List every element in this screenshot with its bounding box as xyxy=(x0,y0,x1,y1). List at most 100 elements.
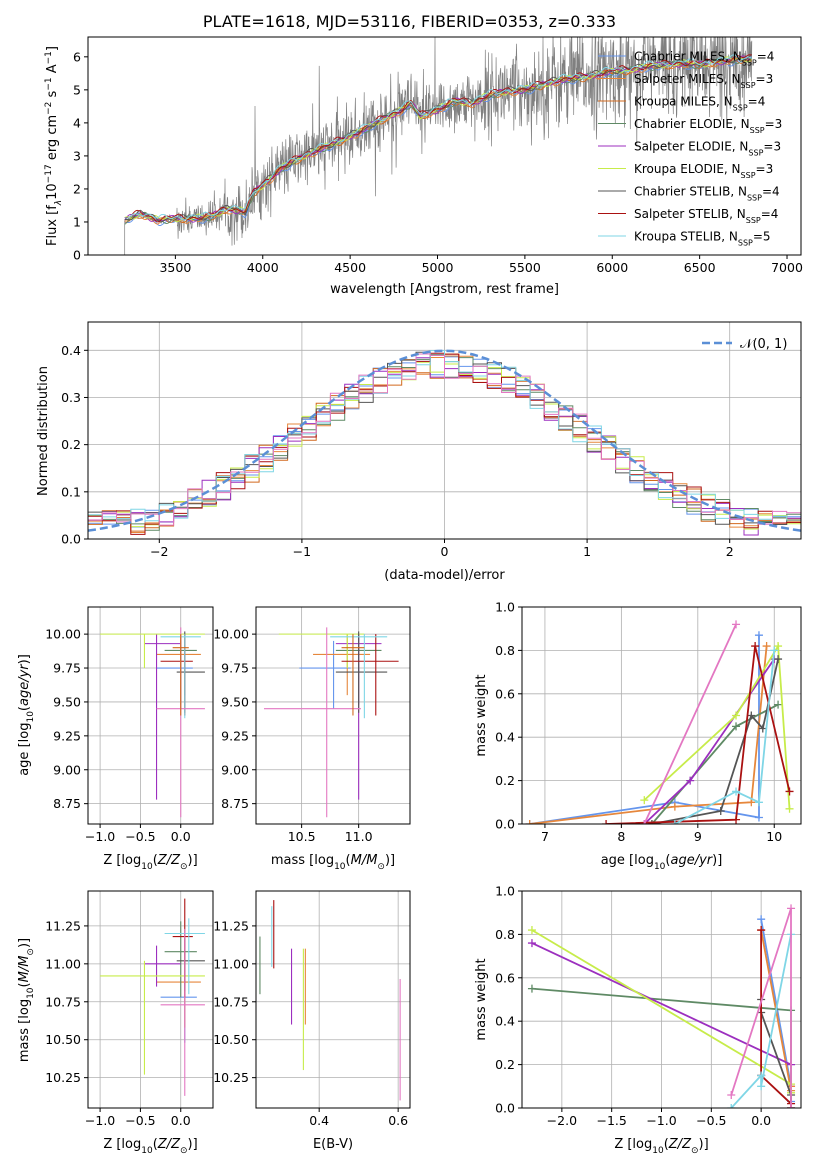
weight-marker-kroupa_elodie xyxy=(732,711,741,720)
label-part: mass [log xyxy=(17,999,32,1062)
weight-marker-chabrier_elodie xyxy=(527,984,536,993)
legend-text: Chabrier STELIB, N xyxy=(634,185,747,199)
label-part: Flux [f xyxy=(45,205,60,246)
label-part: 10 xyxy=(45,183,60,200)
ylabel-mass-vs-Z: mass [log10(M/M⊙)] xyxy=(17,938,36,1062)
axes-age-vs-Z: −1.0 −0.5 0.0 8.75 9.00 9.25 9.50 9.75 10.00 xyxy=(45,606,214,844)
label-part: ( xyxy=(346,853,351,868)
tick-label-y: 2 xyxy=(73,181,81,196)
label-part: ( xyxy=(17,706,32,711)
label-part: age [log xyxy=(17,723,32,776)
legend-label-kroupa_elodie: Kroupa ELODIE, NSSP=3 xyxy=(634,162,773,180)
weight-marker-extra_pink xyxy=(640,820,649,824)
axes-mass-vs-Z: −1.0 −0.5 0.0 10.25 10.50 10.75 11.00 11.25 xyxy=(45,890,214,1128)
label-part: M/M xyxy=(351,853,378,868)
weight-marker-salpeter_miles xyxy=(525,820,534,824)
plot-area xyxy=(527,904,796,1108)
label-part: ⊙ xyxy=(377,862,385,872)
tick-label-x: 4000 xyxy=(247,260,279,275)
xlabel-residuals: (data-model)/error xyxy=(384,568,505,583)
tick-label-x: 9 xyxy=(694,829,702,844)
tick-label-y: 0.0 xyxy=(61,532,81,547)
legend-label-salpeter_stelib: Salpeter STELIB, NSSP=4 xyxy=(634,207,778,225)
plot-area xyxy=(259,900,401,1101)
weight-marker-salpeter_elodie xyxy=(527,939,536,948)
tick-label-y: 10.50 xyxy=(45,1032,81,1047)
tick-label-y: 9.00 xyxy=(221,762,249,777)
legend-text: Kroupa MILES, N xyxy=(634,95,733,109)
label-part: mass [log xyxy=(271,853,334,868)
tick-label-x: 10 xyxy=(766,829,782,844)
tick-label-y: 11.25 xyxy=(45,918,81,933)
ylabel-weight-vs-Z: mass weight xyxy=(474,958,489,1040)
weight-marker-salpeter_miles xyxy=(762,642,771,651)
tick-label-y: 0.2 xyxy=(61,437,81,452)
ylabel-age-vs-Z: age [log10(age/yr)] xyxy=(17,654,36,776)
tick-label-y: 10.25 xyxy=(213,1070,249,1085)
weight-marker-salpeter_stelib xyxy=(751,642,760,651)
legend-sub: SSP xyxy=(746,216,761,225)
tick-label-y: 9.50 xyxy=(53,694,81,709)
tick-label-y: 0.6 xyxy=(495,970,515,985)
label-part: ⊙ xyxy=(180,1146,188,1156)
weight-marker-chabrier_stelib xyxy=(747,711,756,720)
label-part: ] xyxy=(45,46,60,51)
plot-area xyxy=(100,898,205,1096)
weight-marker-extra_pink xyxy=(727,1090,736,1099)
label-part: Z/Z xyxy=(668,1137,692,1152)
tick-label-y: 0.8 xyxy=(495,927,515,942)
weight-marker-kroupa_stelib xyxy=(770,646,779,655)
weight-marker-chabrier_stelib xyxy=(758,724,767,733)
legend-label-kroupa_stelib: Kroupa STELIB, NSSP=5 xyxy=(634,230,771,248)
tick-label-x: −0.5 xyxy=(125,1113,155,1128)
weight-marker-kroupa_elodie xyxy=(774,642,783,651)
legend-count: =5 xyxy=(753,230,771,244)
label-part: ⊙ xyxy=(180,862,188,872)
legend-text: Salpeter ELODIE, N xyxy=(634,140,748,154)
tick-label-x: 0.0 xyxy=(751,1113,771,1128)
tick-label-x: 11.0 xyxy=(345,829,373,844)
tick-label-x: −2.0 xyxy=(547,1113,577,1128)
weight-marker-kroupa_elodie xyxy=(640,796,649,805)
weight-line-kroupa_stelib xyxy=(730,934,792,1108)
legend-sub: SSP xyxy=(741,81,756,90)
label-part: 10 xyxy=(652,1146,664,1156)
plot-area xyxy=(100,627,205,818)
tick-label-y: 9.25 xyxy=(53,728,81,743)
legend-count: =4 xyxy=(762,185,780,199)
tick-label-y: 6 xyxy=(73,49,81,64)
legend-label-kroupa_miles: Kroupa MILES, NSSP=4 xyxy=(634,95,765,113)
weight-line-salpeter_stelib xyxy=(606,645,791,824)
weight-marker-salpeter_stelib xyxy=(785,787,794,796)
tick-label-y: 5 xyxy=(73,82,81,97)
label-part: Z [log xyxy=(614,1137,652,1152)
tick-label-x: 0.4 xyxy=(309,1113,329,1128)
weight-marker-chabrier_miles xyxy=(757,915,766,924)
weight-marker-kroupa_elodie xyxy=(527,926,536,935)
legend-label-chabrier_miles: Chabrier MILES, NSSP=4 xyxy=(634,50,774,68)
label-part: −1 xyxy=(44,51,54,64)
weight-marker-chabrier_elodie xyxy=(732,722,741,731)
label-part: 10 xyxy=(26,987,36,999)
xlabel-spectrum: wavelength [Angstrom, rest frame] xyxy=(330,282,559,297)
tick-label-y: 1.0 xyxy=(495,884,515,899)
tick-label-y: 0.8 xyxy=(495,643,515,658)
label-part: Z/Z xyxy=(157,1137,181,1152)
legend-count: =3 xyxy=(765,117,783,131)
axes-spectrum: 3500 4000 4500 5000 5500 6000 6500 7000 0 1 2 3 4 5 6 xyxy=(73,36,803,275)
legend-count: =3 xyxy=(756,72,774,86)
tick-label-y: 9.50 xyxy=(221,694,249,709)
tick-label-x: 0 xyxy=(441,544,449,559)
tick-label-x: −1.0 xyxy=(85,1113,115,1128)
label-part: ( xyxy=(664,1137,669,1152)
axes-frame xyxy=(521,606,802,825)
legend-text: Salpeter STELIB, N xyxy=(634,207,746,221)
tick-label-x: 5500 xyxy=(509,260,541,275)
legend-sub: SSP xyxy=(748,148,763,157)
xlabel-age-vs-Z: Z [log10(Z/Z⊙)] xyxy=(103,853,197,872)
weight-marker-chabrier_elodie xyxy=(774,700,783,709)
tick-label-x: 1 xyxy=(583,544,591,559)
gaussian-curve xyxy=(88,349,801,532)
xlabel-age-vs-mass: mass [log10(M/M⊙)] xyxy=(271,853,395,872)
tick-label-y: 8.75 xyxy=(221,796,249,811)
